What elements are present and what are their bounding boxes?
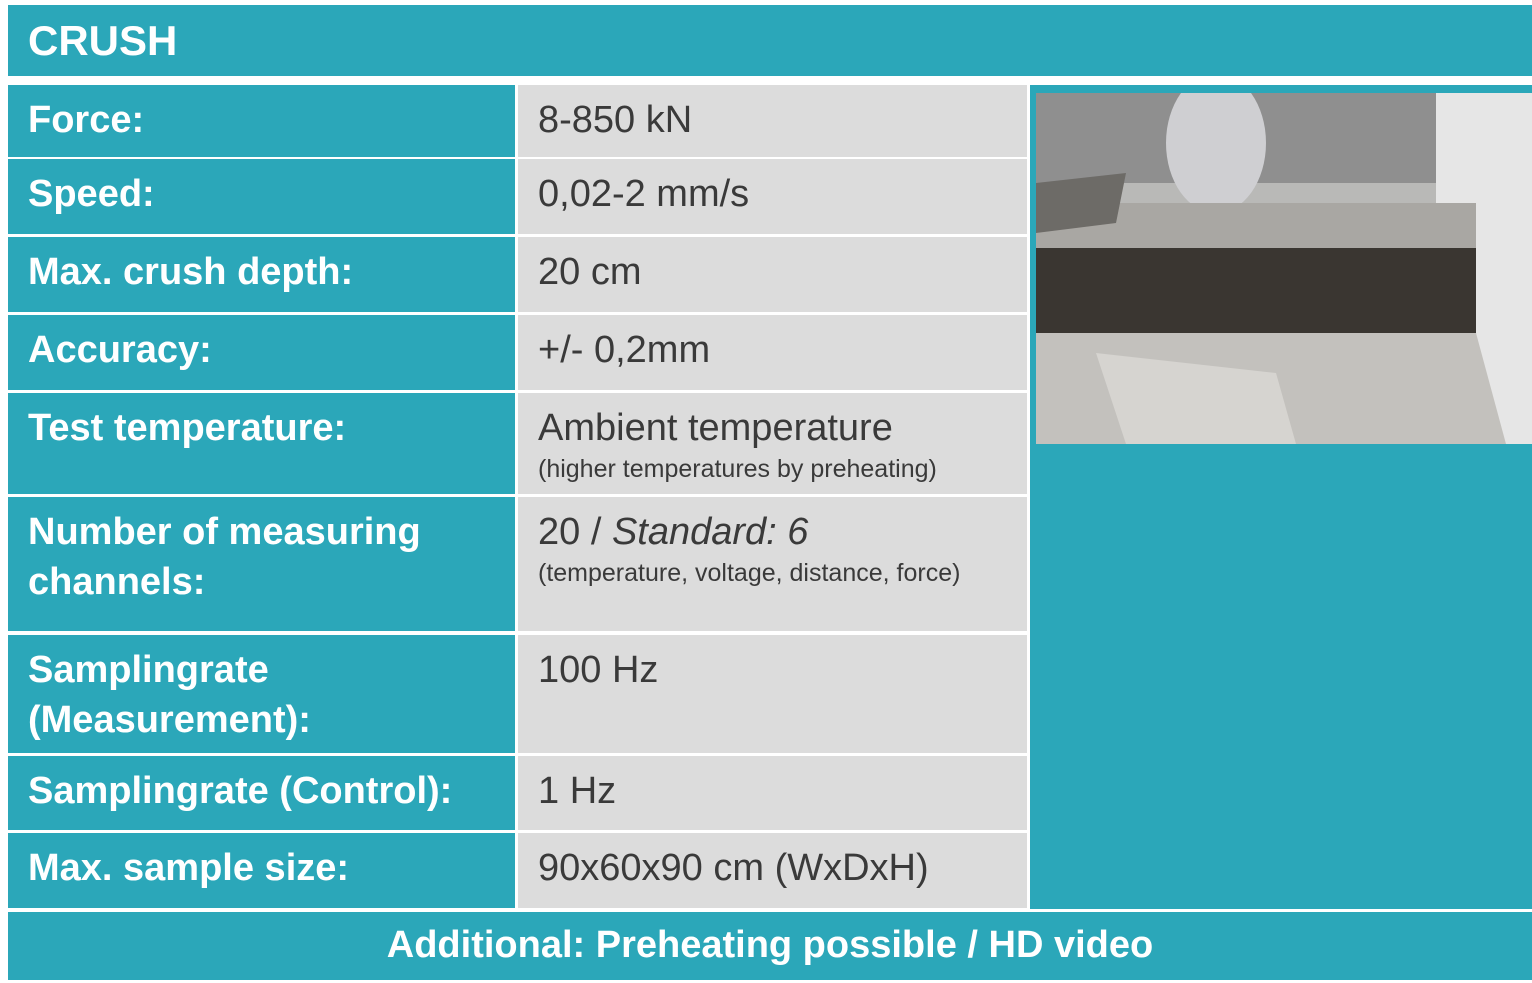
row-label: Force: [8, 85, 515, 157]
row-label: Accuracy: [8, 315, 515, 390]
row-value-cell: 8-850 kN [518, 85, 1027, 157]
row-value-cell: 20 cm [518, 237, 1027, 312]
footer: Additional: Preheating possible / HD vid… [8, 912, 1532, 980]
row-value-cell: 100 Hz [518, 635, 1027, 753]
row-label: Test temperature: [8, 393, 515, 494]
page: CRUSH Additional: Preheating possible / … [0, 0, 1532, 983]
row-value-cell: +/- 0,2mm [518, 315, 1027, 390]
row-note: (temperature, voltage, distance, force) [538, 557, 1027, 590]
row-value: 0,02-2 mm/s [538, 173, 749, 215]
row-value-cell: 1 Hz [518, 756, 1027, 830]
row-value-cell: 0,02-2 mm/s [518, 159, 1027, 234]
row-value: +/- 0,2mm [538, 329, 710, 371]
row-value: 20 / [538, 511, 612, 553]
row-value-italic: Standard: 6 [612, 511, 808, 553]
row-value: 90x60x90 cm (WxDxH) [538, 847, 929, 889]
row-value-cell: Ambient temperature (higher temperatures … [518, 393, 1027, 494]
header-title: CRUSH [8, 5, 1532, 76]
row-label: Max. crush depth: [8, 237, 515, 312]
row-value: 8-850 kN [538, 99, 692, 141]
row-label: Max. sample size: [8, 833, 515, 908]
row-value-cell: 90x60x90 cm (WxDxH) [518, 833, 1027, 908]
row-note: (higher temperatures by preheating) [538, 453, 1027, 486]
row-label: Samplingrate (Measurement): [8, 635, 515, 753]
row-label: Samplingrate (Control): [8, 756, 515, 830]
row-value: 20 cm [538, 251, 641, 293]
row-value: Ambient temperature [538, 407, 893, 449]
row-value-cell: 20 / Standard: 6 (temperature, voltage, d… [518, 497, 1027, 631]
row-value: 1 Hz [538, 770, 616, 812]
row-label: Number of measuring channels: [8, 497, 515, 631]
image-panel [1030, 85, 1532, 909]
row-label: Speed: [8, 159, 515, 234]
crush-photo [1036, 93, 1532, 444]
row-value: 100 Hz [538, 649, 658, 691]
